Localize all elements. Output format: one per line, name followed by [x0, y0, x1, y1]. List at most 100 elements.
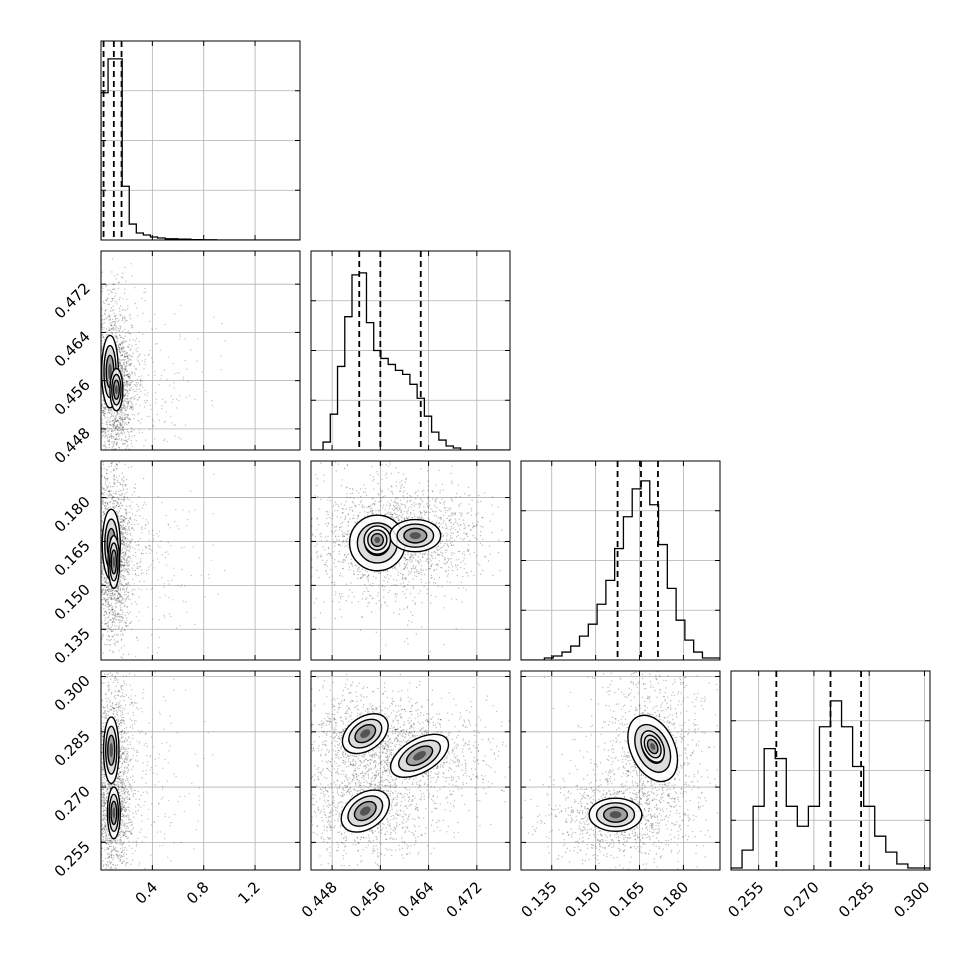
scatter-point [121, 347, 123, 350]
scatter-point [105, 285, 107, 288]
scatter-point [107, 297, 109, 300]
scatter-point [120, 408, 123, 411]
scatter-point [314, 617, 316, 619]
scatter-point [116, 587, 118, 589]
scatter-point [108, 490, 110, 493]
scatter-point [211, 404, 214, 406]
scatter-point [137, 523, 139, 525]
scatter-point [288, 489, 289, 490]
scatter-point [137, 419, 139, 422]
scatter-point [406, 605, 409, 608]
scatter-point [194, 398, 196, 401]
scatter-point [134, 552, 137, 554]
panel-2-1 [288, 460, 511, 661]
scatter-point [123, 496, 125, 498]
scatter-point [95, 322, 96, 323]
scatter-point [116, 326, 118, 328]
scatter-point [118, 368, 121, 370]
scatter-point [150, 408, 152, 411]
scatter-point [171, 401, 173, 404]
scatter-point [125, 369, 127, 371]
scatter-point [97, 591, 98, 592]
scatter-point [98, 396, 99, 397]
scatter-point [102, 409, 105, 412]
scatter-point [331, 581, 333, 584]
scatter-point [114, 447, 115, 448]
scatter-point [133, 390, 136, 393]
scatter-point [103, 407, 105, 409]
scatter-point [431, 576, 433, 579]
scatter-point [221, 322, 223, 325]
scatter-point [109, 315, 111, 317]
scatter-point [104, 322, 106, 324]
scatter-point [95, 551, 96, 552]
scatter-point [95, 445, 96, 446]
scatter-point [109, 490, 111, 493]
scatter-point [101, 245, 102, 246]
scatter-point [130, 359, 132, 361]
scatter-point [337, 544, 340, 546]
scatter-point [112, 426, 115, 429]
scatter-point [106, 589, 109, 591]
scatter-point [119, 428, 122, 431]
scatter-point [114, 500, 117, 502]
scatter-point [317, 555, 319, 557]
scatter-point [401, 576, 404, 578]
scatter-point [101, 290, 103, 293]
scatter-point [106, 452, 107, 453]
scatter-point [174, 520, 176, 523]
scatter-point [114, 599, 117, 601]
scatter-point [128, 344, 130, 346]
scatter-point [120, 607, 122, 609]
scatter-point [108, 583, 111, 586]
scatter-point [112, 452, 113, 453]
scatter-point [105, 489, 107, 491]
scatter-point [91, 468, 92, 469]
scatter-point [99, 424, 100, 425]
scatter-point [316, 517, 318, 519]
scatter-point [125, 382, 128, 384]
scatter-point [118, 347, 121, 349]
scatter-point [127, 556, 129, 559]
scatter-point [99, 584, 100, 585]
scatter-point [133, 529, 135, 531]
scatter-point [105, 435, 107, 437]
scatter-point [101, 572, 103, 574]
scatter-point [139, 396, 141, 398]
scatter-point [131, 372, 134, 374]
scatter-point [179, 333, 181, 336]
scatter-point [104, 505, 106, 507]
scatter-point [118, 622, 121, 624]
scatter-point [178, 436, 180, 439]
scatter-point [158, 561, 160, 563]
scatter-point [129, 374, 131, 376]
scatter-point [122, 489, 124, 491]
scatter-point [151, 455, 152, 456]
scatter-point [101, 323, 103, 325]
scatter-point [133, 384, 136, 386]
scatter-point [130, 386, 133, 388]
scatter-point [119, 310, 121, 312]
scatter-point [125, 398, 127, 400]
histogram-1 [311, 272, 510, 450]
scatter-point [106, 508, 108, 510]
scatter-point [173, 424, 175, 426]
scatter-point [135, 368, 137, 370]
scatter-point [123, 368, 125, 370]
scatter-point [99, 623, 100, 624]
scatter-point [98, 330, 99, 331]
scatter-point [340, 484, 343, 487]
scatter-point [359, 570, 361, 573]
scatter-point [127, 380, 129, 383]
scatter-point [128, 332, 131, 335]
scatter-point [136, 378, 139, 381]
scatter-point [97, 515, 98, 516]
scatter-point [97, 392, 98, 393]
scatter-point [113, 639, 116, 641]
scatter-point [129, 384, 131, 386]
scatter-point [119, 483, 122, 486]
scatter-point [130, 263, 132, 265]
scatter-point [115, 426, 117, 428]
scatter-point [124, 341, 126, 343]
